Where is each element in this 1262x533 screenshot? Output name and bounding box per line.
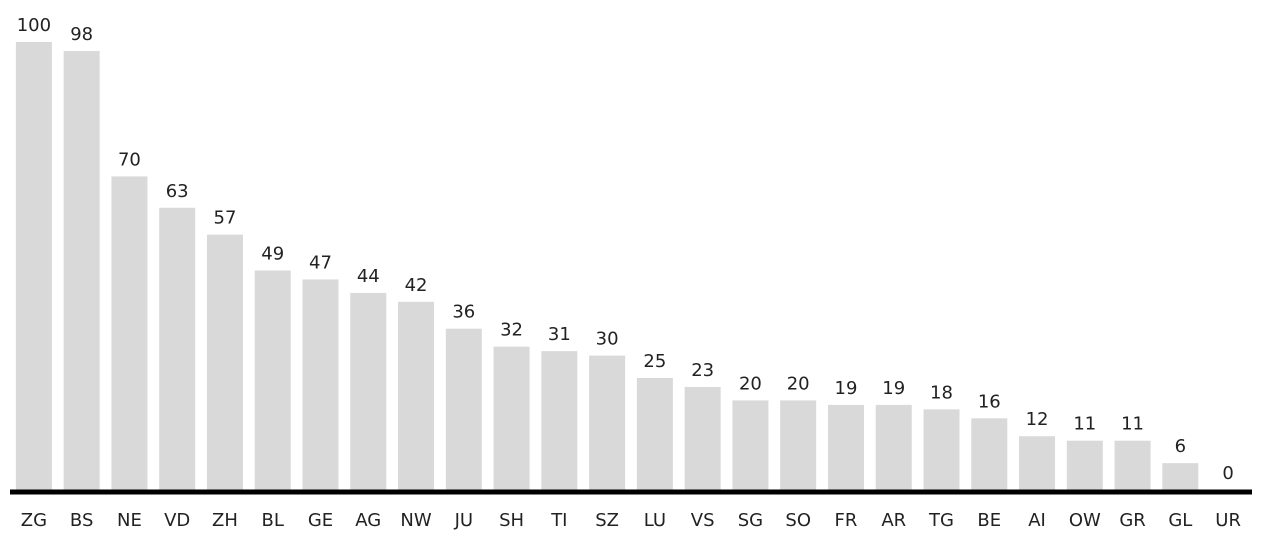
x-tick-label: SH <box>499 510 524 531</box>
x-tick-label: AR <box>881 510 906 531</box>
bar <box>493 346 530 490</box>
value-label: 63 <box>166 181 189 202</box>
bar <box>636 378 673 490</box>
value-label: 42 <box>405 275 428 296</box>
x-tick-label: VS <box>691 510 715 531</box>
bar <box>15 42 52 490</box>
value-label: 25 <box>643 351 666 372</box>
x-tick-label: GE <box>308 510 333 531</box>
value-label: 47 <box>309 252 332 273</box>
x-tick-label: FR <box>835 510 858 531</box>
bar <box>971 418 1008 490</box>
bar <box>541 351 578 490</box>
x-tick-label: SG <box>738 510 763 531</box>
x-tick-label: ZG <box>21 510 47 531</box>
bar <box>111 176 148 490</box>
bar <box>159 207 196 490</box>
value-label: 100 <box>17 15 51 36</box>
value-label: 49 <box>261 243 284 264</box>
bar <box>923 409 960 490</box>
value-label: 36 <box>452 302 475 323</box>
bar <box>350 292 387 490</box>
value-label: 11 <box>1121 414 1144 435</box>
x-tick-label: GR <box>1119 510 1145 531</box>
x-tick-label: TI <box>550 510 567 531</box>
value-label: 20 <box>739 373 762 394</box>
x-tick-label: SO <box>785 510 811 531</box>
value-label: 16 <box>978 391 1001 412</box>
bar <box>684 386 721 490</box>
value-label: 70 <box>118 149 141 170</box>
x-tick-label: AG <box>355 510 381 531</box>
value-label: 19 <box>882 378 905 399</box>
x-tick-label: ZH <box>212 510 238 531</box>
value-label: 98 <box>70 24 93 45</box>
value-label: 31 <box>548 324 571 345</box>
bar <box>63 50 100 491</box>
x-tick-label: TG <box>928 510 954 531</box>
x-tick-label: JU <box>454 510 473 531</box>
bar <box>398 301 435 490</box>
bar <box>875 404 912 490</box>
x-tick-label: BE <box>977 510 1001 531</box>
bar <box>827 404 864 490</box>
value-label: 18 <box>930 382 953 403</box>
x-tick-label: UR <box>1215 510 1241 531</box>
value-label: 30 <box>596 329 619 350</box>
bar <box>1162 463 1199 490</box>
x-tick-label: BS <box>70 510 93 531</box>
bar <box>1114 440 1151 490</box>
value-label: 12 <box>1026 409 1049 430</box>
bar <box>254 270 291 490</box>
bar <box>732 400 769 490</box>
bar <box>1019 436 1056 490</box>
value-label: 32 <box>500 320 523 341</box>
x-tick-label: BL <box>262 510 284 531</box>
x-tick-label: GL <box>1168 510 1192 531</box>
bar <box>780 400 817 490</box>
bar <box>589 355 626 490</box>
value-label: 0 <box>1222 463 1233 484</box>
x-tick-label: SZ <box>595 510 619 531</box>
bar <box>445 328 482 490</box>
value-label: 23 <box>691 360 714 381</box>
value-label: 6 <box>1175 436 1186 457</box>
value-label: 19 <box>835 378 858 399</box>
value-label: 44 <box>357 266 380 287</box>
x-tick-label: NW <box>400 510 431 531</box>
bar <box>1066 440 1103 490</box>
x-tick-label: LU <box>644 510 666 531</box>
bar <box>302 279 339 490</box>
value-label: 20 <box>787 373 810 394</box>
x-tick-label: OW <box>1069 510 1101 531</box>
x-tick-label: VD <box>164 510 190 531</box>
value-label: 57 <box>214 208 237 229</box>
value-label: 11 <box>1073 414 1096 435</box>
x-tick-label: NE <box>117 510 142 531</box>
bar <box>206 234 243 490</box>
x-tick-label: AI <box>1028 510 1046 531</box>
